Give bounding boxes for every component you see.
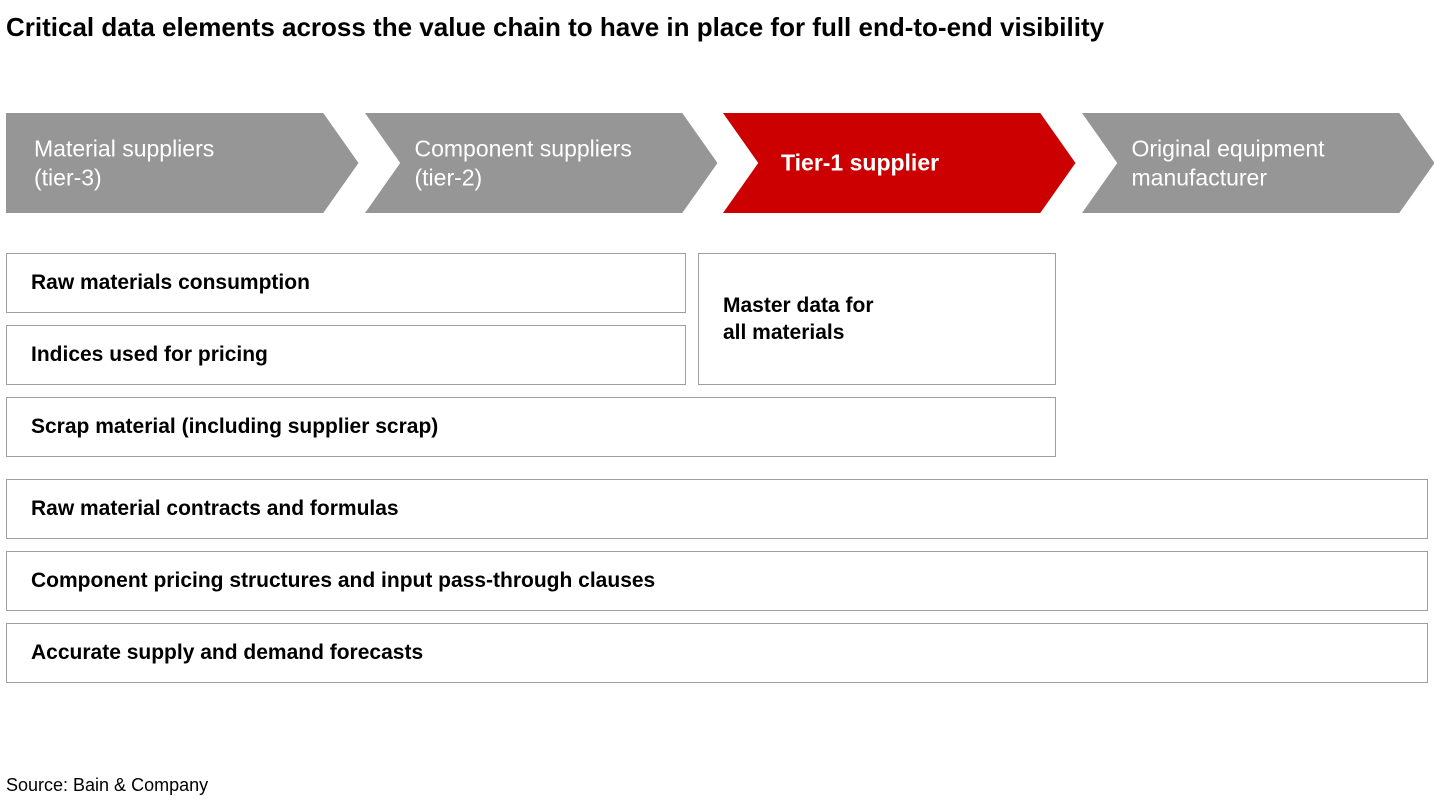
data-element-box-3: Scrap material (including supplier scrap… bbox=[6, 397, 1056, 457]
chevron-label: Tier-1 supplier bbox=[781, 149, 939, 178]
chevron-stage-0: Material suppliers (tier-3) bbox=[6, 113, 359, 213]
chevron-stage-3: Original equipment manufacturer bbox=[1082, 113, 1435, 213]
chevron-stage-2: Tier-1 supplier bbox=[723, 113, 1076, 213]
chevron-row: Material suppliers (tier-3) Component sup… bbox=[6, 113, 1434, 213]
data-element-box-4: Raw material contracts and formulas bbox=[6, 479, 1428, 539]
boxes-area: Raw materials consumption Indices used fo… bbox=[6, 253, 1434, 733]
source-attribution: Source: Bain & Company bbox=[6, 775, 208, 796]
chevron-stage-1: Component suppliers (tier-2) bbox=[365, 113, 718, 213]
chevron-label: Original equipment manufacturer bbox=[1132, 134, 1325, 192]
data-element-box-0: Raw materials consumption bbox=[6, 253, 686, 313]
page-title: Critical data elements across the value … bbox=[6, 12, 1434, 43]
data-element-box-2: Master data for all materials bbox=[698, 253, 1056, 385]
chevron-label: Material suppliers (tier-3) bbox=[34, 134, 214, 192]
data-element-box-5: Component pricing structures and input p… bbox=[6, 551, 1428, 611]
data-element-box-6: Accurate supply and demand forecasts bbox=[6, 623, 1428, 683]
chevron-label: Component suppliers (tier-2) bbox=[415, 134, 632, 192]
data-element-box-1: Indices used for pricing bbox=[6, 325, 686, 385]
